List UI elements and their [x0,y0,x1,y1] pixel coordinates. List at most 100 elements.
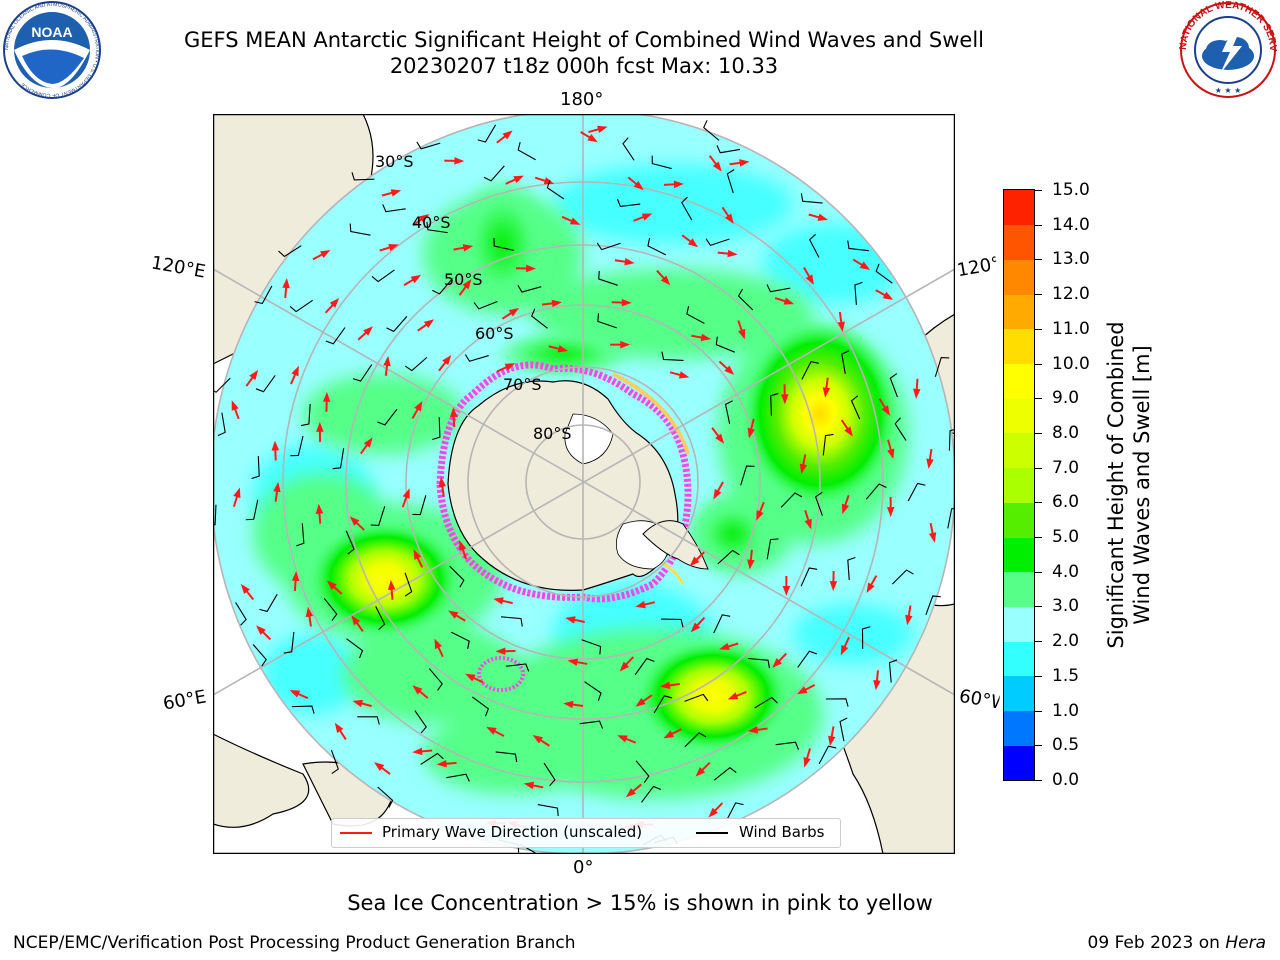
wave-arrow-head [719,642,730,651]
wave-arrow-head [363,326,373,336]
wind-barb [653,695,673,714]
wind-barb [581,639,602,655]
wave-arrow-head [660,275,671,286]
wind-barb [814,491,823,516]
wave-arrow-head [319,249,331,258]
wind-barb [622,137,635,161]
wave-arrow-head [413,549,422,560]
wave-arrow-head [448,610,459,619]
wind-barb [724,400,733,425]
wave-arrow-head [291,570,300,582]
sea-ice-note: Sea Ice Concentration > 15% is shown in … [347,891,933,915]
wind-barb [377,786,394,808]
wind-barb [449,565,465,588]
wind-barb [894,417,907,441]
wind-barb [446,773,470,782]
wind-barb [634,657,655,676]
wind-barb [661,351,684,361]
wind-barb [375,606,386,630]
wind-barb [891,569,914,585]
wind-barb [641,785,662,803]
wind-barb [414,710,427,734]
lat-label-70s: 70°S [503,375,542,394]
wind-barb [725,802,744,821]
wave-arrow-head [780,394,789,405]
wind-barb [278,245,302,258]
wave-arrow-head [617,735,628,743]
wind-barb [289,299,313,313]
wind-barb [715,336,736,353]
wave-arrow-head [387,579,396,590]
chart-title: GEFS MEAN Antarctic Significant Height o… [183,28,985,52]
wave-arrow-head [414,400,423,412]
colorbar-segment [1004,294,1034,330]
wave-arrow-head [449,407,458,418]
wave-arrow-head [322,391,331,402]
colorbar-tick-label: 3.0 [1052,596,1080,617]
wave-arrow-head [817,213,828,221]
wind-barb [865,483,887,500]
wind-barb [766,538,779,560]
wave-arrow-head [783,297,795,305]
colorbar-tick-label: 0.0 [1052,770,1080,790]
wave-field [213,114,955,854]
wave-arrow-head [829,581,838,592]
lon-label-60w: 60°W [957,685,1001,714]
wave-arrow-head [315,503,324,514]
colorbar-tick-label: 1.0 [1052,700,1080,721]
wind-barb [332,448,345,470]
wave-arrow-head [673,180,684,189]
wind-barb [296,523,305,547]
colorbar-tick [1034,641,1042,643]
wind-barb [775,741,800,750]
wind-barb [290,435,304,457]
wind-barb [934,357,950,377]
wind-barb [681,196,693,221]
colorbar-segment [1004,190,1034,226]
wave-arrow-head [423,319,435,328]
wave-arrow-head [351,615,361,626]
wind-barb [404,356,428,372]
wind-barb [283,631,295,654]
wind-barb [766,284,791,293]
chart-subtitle: 20230207 t18z 000h fcst Max: 10.33 [389,54,779,78]
wave-arrow-head [635,697,646,707]
wave-arrow-head [689,556,700,567]
wave-arrow-head [565,616,576,624]
wave-arrow-head [412,747,423,756]
wave-arrow-head [240,583,250,595]
wind-barb [432,278,453,295]
lat-label-30s: 30°S [375,152,414,171]
wave-arrow-head [713,489,722,500]
wave-arrow-head [727,249,738,258]
wind-barb [235,602,247,626]
wind-barb [598,270,618,286]
wave-arrow-head [249,369,259,381]
wave-arrow-head [687,238,699,248]
colorbar-tick [1034,606,1042,608]
wave-arrow-head [886,507,895,517]
wave-arrow-head [715,433,725,444]
wave-arrow-head [822,387,831,398]
lon-label-120e: 120°E [149,252,208,283]
wave-arrow-head [881,405,890,416]
wave-max-indian [307,519,463,639]
wind-barb [839,717,848,742]
wave-arrow-head [633,180,644,191]
primary-wave-arrows [231,125,937,831]
wave-arrow-head [905,614,913,626]
wave-arrow-head [256,625,266,636]
wave-arrow-head [725,213,734,224]
wind-barb [740,465,755,486]
wind-barb [948,428,955,451]
colorbar-tick [1034,537,1042,539]
wave-arrow-head [624,257,635,266]
wind-barb [495,751,518,763]
wave-arrow-head [747,559,755,570]
wind-barb [716,145,741,154]
colorbar-tick-label: 6.0 [1052,492,1080,513]
wind-barb [291,705,315,714]
wind-barb [616,198,641,208]
wind-barb [780,492,803,508]
colorbar-segment [1004,363,1034,399]
